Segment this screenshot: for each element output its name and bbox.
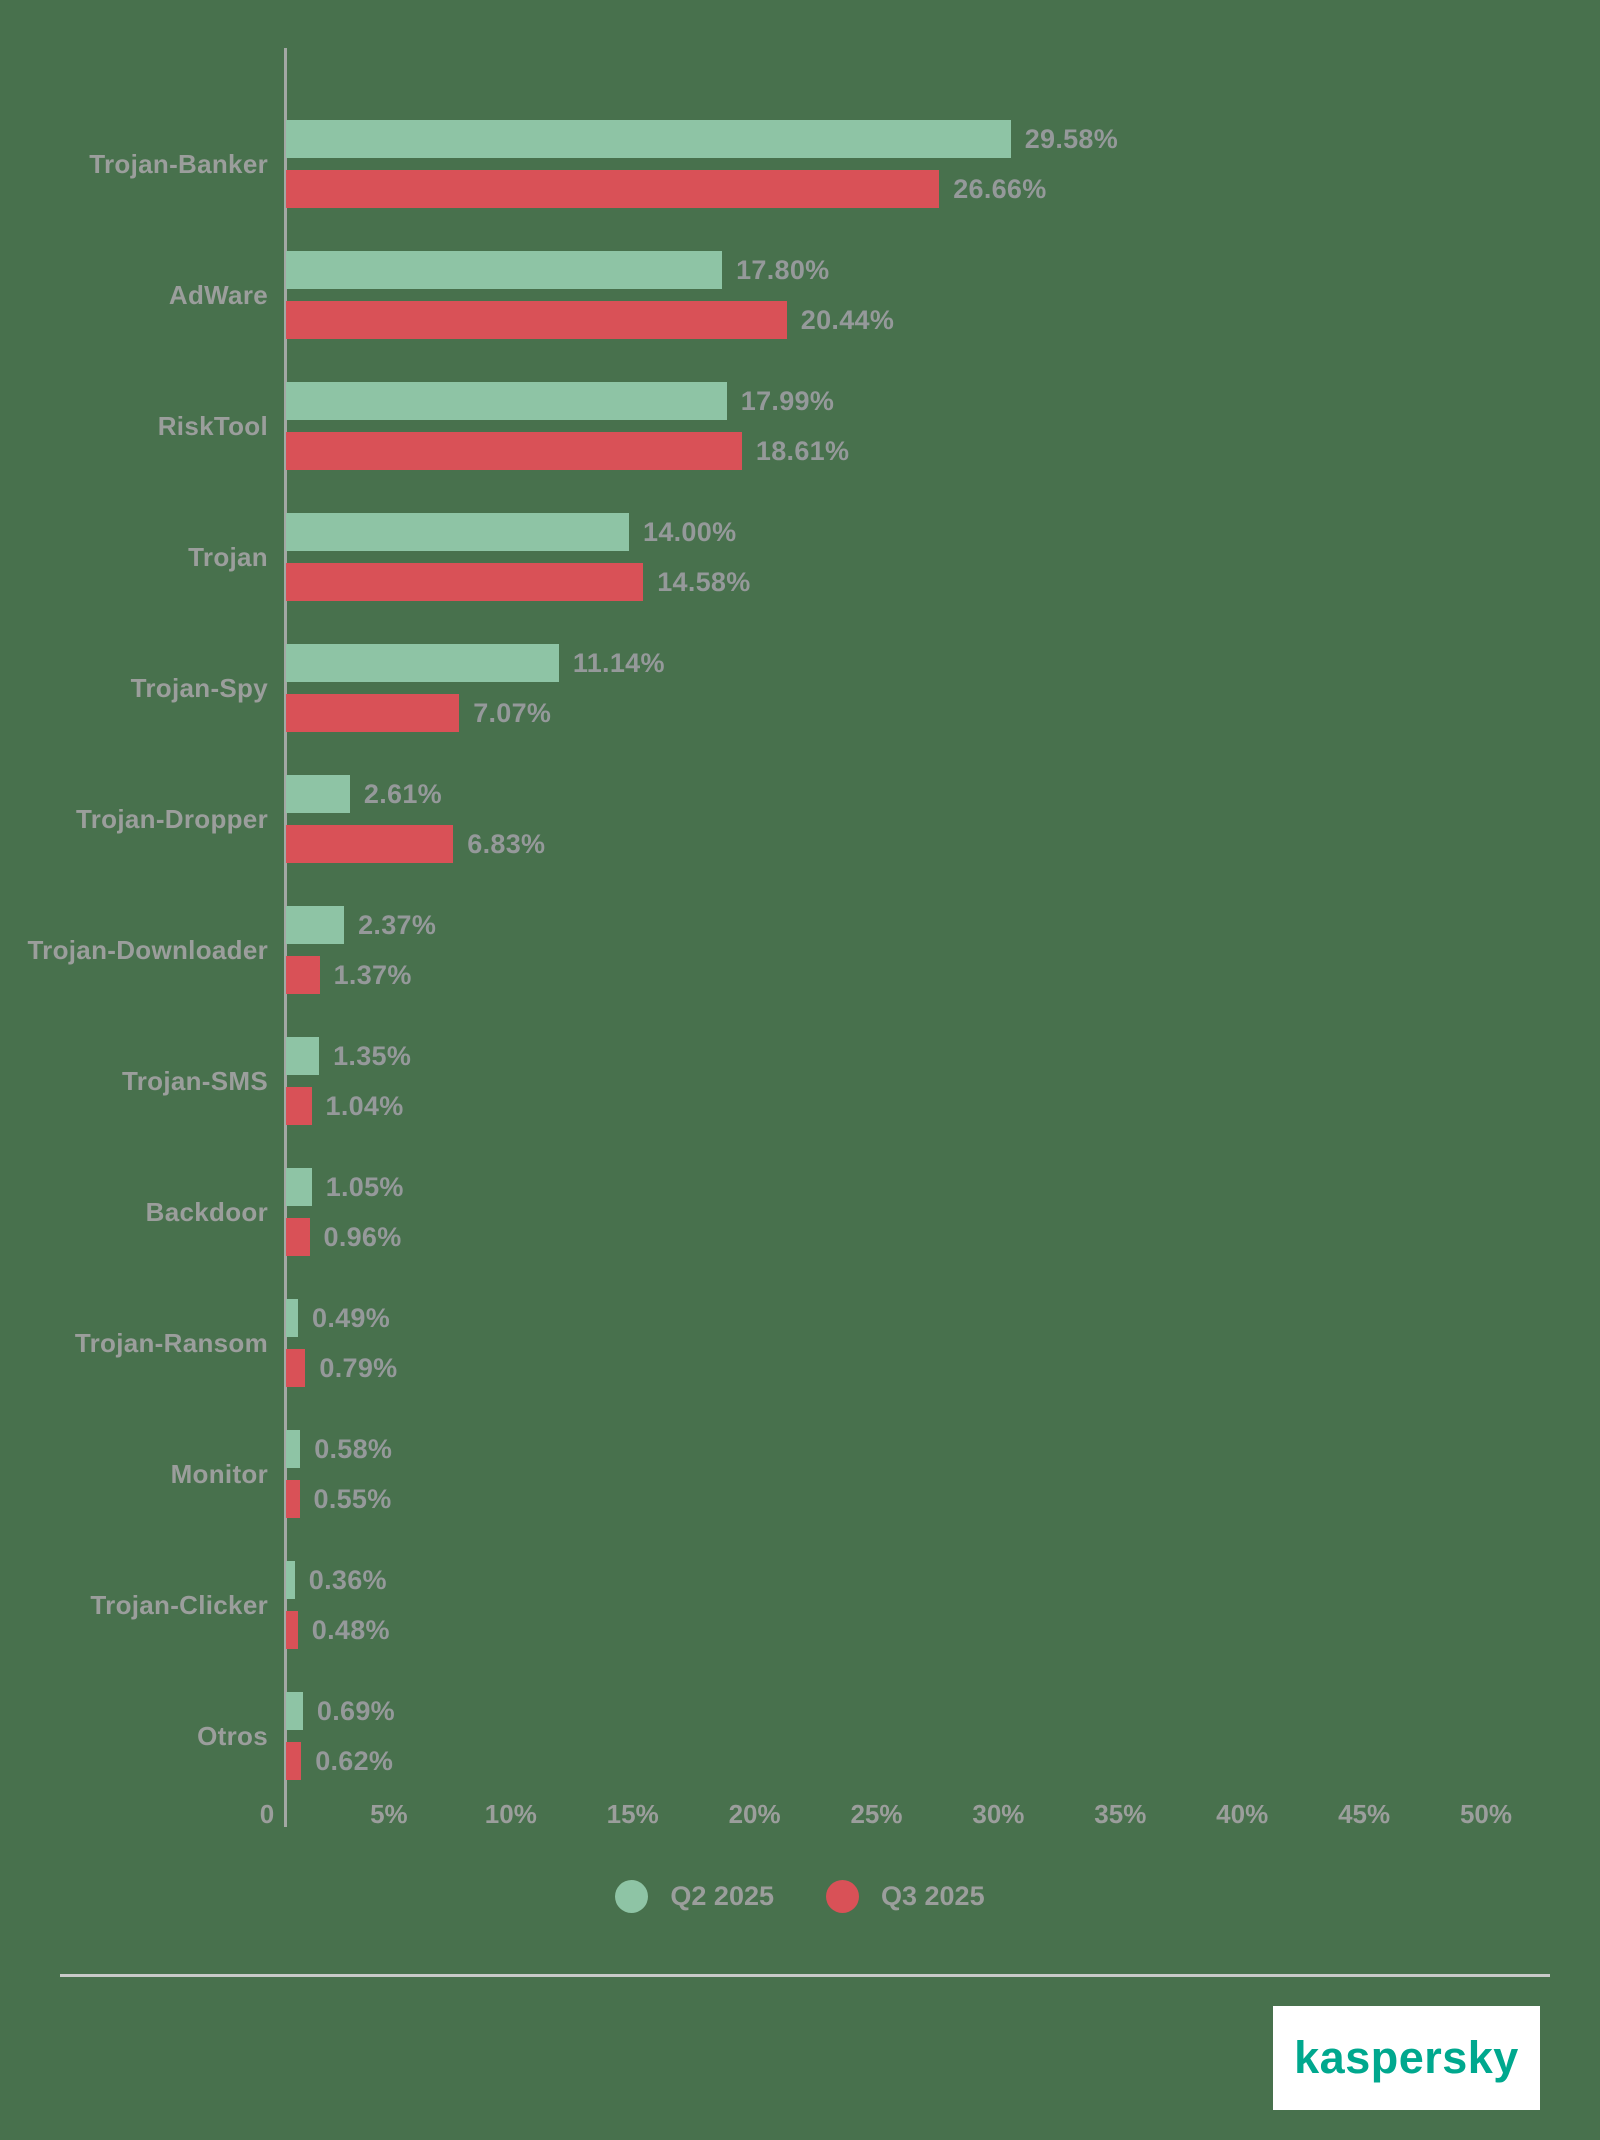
bar-q3 [286, 1480, 300, 1518]
axis-tick-label: 0 [259, 1799, 275, 1829]
axis-tick-label: 50% [1459, 1799, 1513, 1829]
legend-item-q3: Q3 2025 [826, 1879, 985, 1913]
bar-value: 0.55% [313, 1483, 392, 1514]
bar-q2 [286, 251, 723, 289]
bar-q2 [286, 1168, 312, 1206]
category-label: Trojan-Clicker [90, 1589, 268, 1620]
bar-value: 0.48% [311, 1614, 390, 1645]
bar-value: 18.61% [755, 435, 850, 466]
bar-q2 [286, 1561, 295, 1599]
q3-legend-dot-icon [826, 1879, 859, 1913]
category-label: Monitor [170, 1458, 268, 1489]
category-label: Trojan-Downloader [27, 934, 268, 965]
axis-tick-label: 25% [850, 1799, 903, 1829]
axis-tick-label: 35% [1094, 1799, 1147, 1829]
bar-q3 [286, 1611, 298, 1649]
category-label: Trojan-SMS [121, 1065, 268, 1096]
bar-value: 14.00% [643, 516, 737, 547]
bar-q3 [286, 170, 940, 208]
bar-value: 2.61% [363, 778, 442, 809]
category-label: Trojan-Ransom [74, 1327, 268, 1358]
bar-value: 0.36% [308, 1564, 387, 1595]
bar-value: 11.14% [572, 647, 665, 678]
bar-q3 [286, 825, 454, 863]
axis-tick-label: 45% [1338, 1799, 1391, 1829]
bar-q2 [286, 906, 345, 944]
category-label: Trojan [188, 541, 268, 572]
bar-value: 29.58% [1024, 123, 1119, 154]
bar-value: 0.96% [323, 1221, 402, 1252]
bar-q3 [286, 694, 460, 732]
bar-value: 26.66% [953, 173, 1047, 204]
bar-q3 [286, 1087, 312, 1125]
category-label: AdWare [168, 279, 268, 310]
category-label: Backdoor [145, 1196, 268, 1227]
bar-value: 17.99% [740, 385, 835, 416]
bar-q3 [286, 301, 787, 339]
bar-q3 [286, 1218, 310, 1256]
bar-value: 2.37% [358, 909, 437, 940]
bar-q2 [286, 1299, 298, 1337]
bar-value: 17.80% [736, 254, 830, 285]
category-label: Trojan-Spy [130, 672, 268, 703]
bar-q2 [286, 1692, 303, 1730]
bar-value: 1.04% [325, 1090, 404, 1121]
bar-q2 [286, 775, 350, 813]
bar-value: 0.69% [316, 1695, 395, 1726]
axis-tick-label: 15% [606, 1799, 659, 1829]
bar-value: 0.62% [315, 1745, 394, 1776]
legend-item-q2: Q2 2025 [615, 1879, 774, 1913]
bar-value: 0.58% [314, 1433, 393, 1464]
bar-value: 0.79% [319, 1352, 398, 1383]
kaspersky-logo-text: kaspersky [1294, 2032, 1519, 2083]
bar-q3 [286, 1742, 302, 1780]
bar-q2 [286, 644, 559, 682]
category-label: Trojan-Dropper [76, 803, 268, 834]
bar-value: 1.37% [333, 959, 412, 990]
y-axis-line [284, 48, 287, 1827]
legend-label-q3: Q3 2025 [881, 1880, 985, 1911]
footer-divider [60, 1974, 1550, 1977]
category-label: RiskTool [157, 410, 268, 441]
chart-legend: Q2 2025 Q3 2025 [0, 1876, 1600, 1916]
legend-label-q2: Q2 2025 [670, 1880, 774, 1911]
axis-tick-label: 5% [370, 1799, 408, 1829]
bar-q3 [286, 563, 644, 601]
bar-value: 7.07% [473, 697, 552, 728]
bar-q2 [286, 1430, 301, 1468]
category-label: Trojan-Banker [89, 148, 268, 179]
bar-value: 1.05% [325, 1171, 404, 1202]
axis-tick-label: 30% [972, 1799, 1025, 1829]
bar-q3 [286, 432, 742, 470]
bar-value: 6.83% [467, 828, 546, 859]
bar-value: 0.49% [312, 1302, 391, 1333]
bar-value: 14.58% [657, 566, 751, 597]
bar-q3 [286, 956, 320, 994]
bar-value: 20.44% [800, 304, 895, 335]
kaspersky-logo: kaspersky [1273, 2006, 1540, 2110]
category-label: Otros [197, 1720, 268, 1751]
bar-q2 [286, 513, 629, 551]
bar-q2 [286, 120, 1011, 158]
axis-tick-label: 40% [1216, 1799, 1269, 1829]
bar-q2 [286, 382, 727, 420]
axis-tick-label: 20% [728, 1799, 781, 1829]
axis-tick-label: 10% [484, 1799, 537, 1829]
bar-value: 1.35% [333, 1040, 412, 1071]
bar-q3 [286, 1349, 306, 1387]
bar-q2 [286, 1037, 320, 1075]
q2-legend-dot-icon [615, 1879, 649, 1913]
